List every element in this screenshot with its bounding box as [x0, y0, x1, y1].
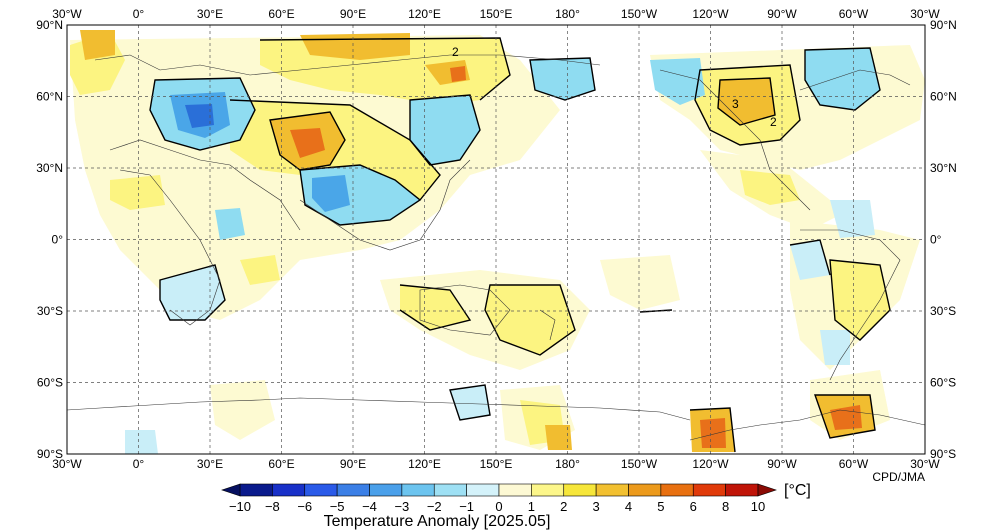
- colorbar-tick-label: −5: [330, 499, 345, 514]
- latitude-label: 0°: [52, 233, 64, 247]
- latitude-label: 60°N: [36, 90, 63, 104]
- latitude-label: 60°S: [930, 376, 956, 390]
- colorbar-swatch: [595, 483, 629, 497]
- colorbar-arrow-low: [221, 483, 241, 497]
- colorbar-tick-label: −1: [459, 499, 474, 514]
- longitude-labels-bottom: 30°W 0° 30°E 60°E 90°E 120°E 150°E 180° 150°W 120…: [52, 457, 940, 471]
- colorbar-swatch: [239, 483, 273, 497]
- credit-label: CPD/JMA: [872, 470, 925, 484]
- latitude-label: 90°N: [36, 18, 63, 32]
- latitude-labels-left: 90°N 60°N 30°N 0° 30°S 60°S 90°S: [36, 18, 63, 461]
- colorbar: [221, 483, 777, 497]
- longitude-label: 30°W: [52, 457, 82, 471]
- latitude-label: 90°N: [930, 18, 957, 32]
- colorbar-arrow-high: [757, 483, 777, 497]
- longitude-label: 60°E: [268, 457, 294, 471]
- colorbar-swatch: [304, 483, 338, 497]
- colorbar-swatch: [466, 483, 500, 497]
- map-border: [66, 24, 926, 455]
- colorbar-swatch: [272, 483, 306, 497]
- longitude-label: 30°W: [910, 457, 940, 471]
- colorbar-tick-label: 10: [751, 499, 765, 514]
- colorbar-tick-label: −10: [229, 499, 251, 514]
- longitude-label: 180°: [555, 7, 580, 21]
- colorbar-title: Temperature Anomaly [2025.05]: [324, 513, 551, 530]
- anomaly-fill-red: [290, 66, 862, 448]
- colorbar-tick-label: 2: [560, 499, 567, 514]
- colorbar-swatch: [628, 483, 662, 497]
- colorbar-tick-label: 6: [690, 499, 697, 514]
- longitude-label: 60°W: [839, 457, 869, 471]
- colorbar-swatch: [336, 483, 370, 497]
- latitude-label: 0°: [930, 233, 942, 247]
- longitude-label: 60°E: [268, 7, 294, 21]
- colorbar-tick-label: 8: [722, 499, 729, 514]
- colorbar-tick-label: −8: [265, 499, 280, 514]
- colorbar-swatch: [725, 483, 759, 497]
- longitude-label: 120°W: [692, 457, 729, 471]
- colorbar-tick-label: −3: [394, 499, 409, 514]
- longitude-label: 0°: [133, 457, 145, 471]
- latitude-label: 30°S: [930, 304, 956, 318]
- longitude-label: 90°E: [340, 457, 366, 471]
- longitude-label: 150°E: [480, 457, 513, 471]
- longitude-label: 90°E: [340, 7, 366, 21]
- longitude-label: 150°E: [480, 7, 513, 21]
- longitude-label: 120°W: [692, 7, 729, 21]
- colorbar-tick-label: −6: [297, 499, 312, 514]
- latitude-label: 30°N: [36, 161, 63, 175]
- latitude-label: 30°S: [37, 304, 63, 318]
- longitude-label: 30°W: [910, 7, 940, 21]
- colorbar-swatch: [433, 483, 467, 497]
- longitude-label: 120°E: [408, 457, 441, 471]
- colorbar-swatch: [369, 483, 403, 497]
- anomaly-fill-deep-blue: [185, 104, 214, 128]
- longitude-labels-top: 30°W 0° 30°E 60°E 90°E 120°E 150°E 180° 150°W 120…: [52, 7, 940, 21]
- colorbar-tick-labels: −10 −8 −6 −5 −4 −3 −2 −1 0 1 2 3 4 5 6 8 10: [229, 499, 765, 514]
- contour-label: 2: [770, 115, 777, 129]
- latitude-label: 90°S: [930, 447, 956, 461]
- longitude-label: 90°W: [767, 7, 797, 21]
- colorbar-swatch: [563, 483, 597, 497]
- colorbar-tick-label: −2: [427, 499, 442, 514]
- longitude-label: 120°E: [408, 7, 441, 21]
- contour-label: 2: [452, 45, 459, 59]
- colorbar-unit: [°C]: [784, 482, 811, 499]
- colorbar-swatch: [660, 483, 694, 497]
- latitude-label: 30°N: [930, 161, 957, 175]
- longitude-label: 0°: [133, 7, 145, 21]
- colorbar-swatch: [531, 483, 565, 497]
- latitude-label: 60°N: [930, 90, 957, 104]
- longitude-label: 30°E: [197, 7, 223, 21]
- latitude-labels-right: 90°N 60°N 30°N 0° 30°S 60°S 90°S: [930, 18, 957, 461]
- colorbar-tick-label: 3: [593, 499, 600, 514]
- anomaly-fill-light-blue: [125, 200, 875, 454]
- longitude-label: 180°: [555, 457, 580, 471]
- colorbar-tick-label: 0: [495, 499, 502, 514]
- latitude-label: 60°S: [37, 376, 63, 390]
- longitude-label: 30°W: [52, 7, 82, 21]
- contour-label: 3: [732, 97, 739, 111]
- colorbar-swatch: [692, 483, 726, 497]
- longitude-label: 30°E: [197, 457, 223, 471]
- colorbar-tick-label: 1: [528, 499, 535, 514]
- colorbar-tick-label: 5: [657, 499, 664, 514]
- coastlines: [67, 54, 925, 441]
- colorbar-swatch: [498, 483, 532, 497]
- longitude-label: 90°W: [767, 457, 797, 471]
- colorbar-swatch: [401, 483, 435, 497]
- latitude-label: 90°S: [37, 447, 63, 461]
- colorbar-tick-label: 4: [625, 499, 632, 514]
- contour-lines: [149, 37, 891, 453]
- graticule-grid: [67, 25, 925, 454]
- longitude-label: 150°W: [621, 457, 658, 471]
- longitude-label: 60°W: [839, 7, 869, 21]
- colorbar-tick-label: −4: [362, 499, 377, 514]
- longitude-label: 150°W: [621, 7, 658, 21]
